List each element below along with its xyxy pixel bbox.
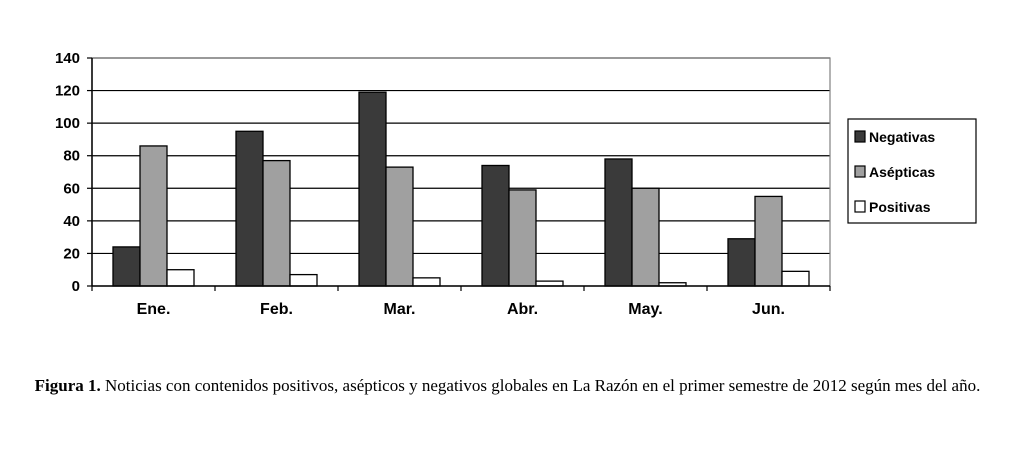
y-tick-label: 80 [63,148,80,165]
bar-positivas-2 [412,277,441,287]
bar-asepticas-5 [754,195,783,287]
x-tick-label: May. [628,301,662,318]
bar-negativas-1 [235,130,264,287]
y-tick-label: 100 [55,115,80,132]
bar-asepticas-4 [631,187,660,287]
legend-label: Positivas [869,199,931,215]
bar-positivas-5 [781,270,810,287]
plot-area-border [91,57,831,287]
bar-positivas-0 [166,269,195,287]
legend-swatch [854,165,866,178]
bar-negativas-4 [604,158,633,287]
bars [112,91,810,287]
bar-negativas-3 [481,164,510,287]
y-tick-label: 60 [63,180,80,197]
x-tick-label: Feb. [260,301,293,318]
caption-text: Noticias con contenidos positivos, asépt… [105,376,981,395]
legend-swatch [854,200,866,213]
gridlines [92,57,830,255]
legend-box [847,118,977,224]
bar-negativas-5 [727,238,756,287]
x-tick-label: Abr. [507,301,538,318]
legend-swatch [854,130,866,143]
y-tick-labels: 0 20 40 60 80 100 120 140 [55,50,80,295]
axes [87,57,831,291]
caption-label: Figura 1. [34,376,101,395]
bar-asepticas-0 [139,145,168,287]
legend: Negativas Asépticas Positivas [847,118,977,224]
bar-negativas-2 [358,91,387,287]
y-tick-label: 120 [55,83,80,100]
y-tick-label: 140 [55,50,80,67]
bar-negativas-0 [112,246,141,287]
bar-positivas-1 [289,273,318,287]
legend-label: Asépticas [869,164,935,180]
y-tick-label: 0 [72,278,80,295]
x-tick-label: Mar. [383,301,415,318]
bar-asepticas-1 [262,159,291,287]
x-tick-labels: Ene. Feb. Mar. Abr. May. Jun. [137,301,785,318]
figure-caption: Figura 1. Noticias con contenidos positi… [10,375,1005,397]
x-tick-label: Jun. [752,301,785,318]
bar-asepticas-2 [385,166,414,287]
legend-label: Negativas [869,129,935,145]
x-tick-label: Ene. [137,301,171,318]
y-tick-label: 40 [63,213,80,230]
y-tick-label: 20 [63,245,80,262]
bar-asepticas-3 [508,189,537,287]
